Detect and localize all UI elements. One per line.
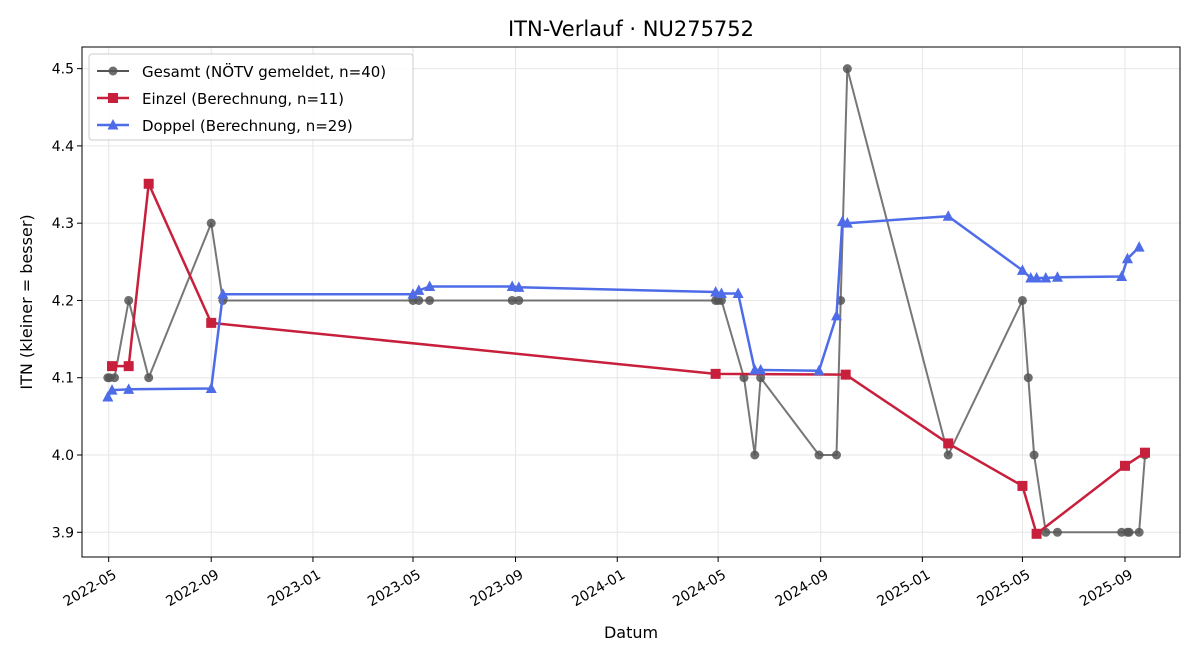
- data-point-einzel: [1017, 480, 1028, 491]
- legend-marker-doppel: [107, 119, 119, 130]
- series-line-doppel: [106, 214, 1140, 398]
- y-axis-ticks: 3.9 4.0 4.1 4.2 4.3 4.4 4.5: [52, 62, 82, 541]
- data-point-gesamt: [425, 295, 435, 305]
- data-point-gesamt: [814, 450, 824, 460]
- x-tick-label: 2024-05: [670, 567, 729, 610]
- data-point-gesamt: [1029, 450, 1039, 460]
- data-point-gesamt: [1134, 527, 1144, 537]
- data-point-doppel: [1051, 271, 1063, 282]
- data-point-gesamt: [1023, 373, 1033, 383]
- x-axis-ticks: 2022-05 2022-09 2023-01 2023-05 2023-09 2024-…: [61, 557, 1136, 610]
- data-point-gesamt: [144, 373, 154, 383]
- grid: [82, 47, 1180, 557]
- data-point-doppel: [1133, 241, 1145, 252]
- data-point-gesamt: [514, 295, 524, 305]
- data-point-doppel: [205, 382, 217, 394]
- series-doppel: [102, 210, 1145, 402]
- legend-marker-einzel: [108, 93, 118, 103]
- series-layer: [102, 64, 1150, 539]
- data-point-gesamt: [842, 64, 852, 74]
- x-tick-label: 2023-09: [468, 567, 527, 610]
- data-point-doppel: [1121, 252, 1133, 264]
- data-point-gesamt: [1017, 295, 1027, 305]
- data-point-einzel: [1119, 460, 1130, 471]
- legend-marker-gesamt: [108, 66, 118, 76]
- y-tick-label: 4.3: [52, 216, 74, 232]
- x-tick-label: 2024-09: [773, 567, 832, 610]
- x-tick-label: 2025-09: [1077, 567, 1136, 610]
- data-point-gesamt: [832, 450, 842, 460]
- x-tick-label: 2025-01: [875, 567, 934, 610]
- data-point-doppel: [831, 309, 843, 321]
- x-tick-label: 2025-05: [975, 567, 1034, 610]
- data-point-einzel: [710, 368, 721, 379]
- y-tick-label: 4.1: [52, 371, 74, 387]
- x-tick-label: 2023-01: [265, 567, 324, 610]
- y-tick-label: 3.9: [52, 525, 74, 541]
- data-point-gesamt: [507, 295, 517, 305]
- data-point-doppel: [106, 384, 118, 395]
- data-point-doppel: [506, 280, 518, 292]
- series-einzel: [107, 178, 1150, 539]
- data-point-doppel: [813, 364, 825, 376]
- data-point-doppel: [755, 364, 767, 375]
- data-point-einzel: [123, 361, 134, 372]
- data-point-doppel: [513, 281, 525, 292]
- data-point-doppel: [413, 284, 425, 295]
- data-point-doppel: [841, 217, 853, 228]
- x-tick-label: 2024-01: [569, 567, 628, 610]
- data-point-gesamt: [756, 373, 766, 383]
- data-point-gesamt: [124, 295, 134, 305]
- data-point-doppel: [217, 288, 229, 299]
- data-point-einzel: [943, 438, 954, 449]
- plot-frame: [81, 46, 1181, 558]
- x-axis-label: Datum: [604, 623, 658, 642]
- data-point-einzel: [1139, 447, 1150, 458]
- data-point-einzel: [107, 361, 118, 372]
- data-point-einzel: [143, 178, 154, 189]
- data-point-doppel: [715, 287, 727, 298]
- data-point-gesamt: [750, 450, 760, 460]
- legend-label-gesamt: Gesamt (NÖTV gemeldet, n=40): [142, 62, 386, 81]
- data-point-doppel: [1116, 270, 1128, 281]
- data-point-doppel: [424, 280, 436, 292]
- data-point-gesamt: [1124, 527, 1134, 537]
- data-point-gesamt: [943, 450, 953, 460]
- data-point-gesamt: [1052, 527, 1062, 537]
- legend-label-einzel: Einzel (Berechnung, n=11): [142, 90, 344, 108]
- x-tick-label: 2022-09: [163, 567, 222, 610]
- y-tick-label: 4.5: [52, 62, 74, 78]
- data-point-einzel: [206, 317, 217, 328]
- x-tick-label: 2023-05: [365, 567, 424, 610]
- chart-title: ITN-Verlauf · NU275752: [508, 17, 754, 41]
- data-point-doppel: [1031, 272, 1043, 283]
- data-point-doppel: [102, 391, 114, 402]
- data-point-gesamt: [206, 218, 216, 228]
- y-tick-label: 4.4: [52, 139, 74, 155]
- data-point-doppel: [407, 288, 419, 299]
- series-gesamt: [103, 64, 1150, 537]
- data-point-gesamt: [716, 295, 726, 305]
- data-point-doppel: [123, 383, 135, 394]
- legend-label-doppel: Doppel (Berechnung, n=29): [142, 117, 353, 135]
- x-tick-label: 2022-05: [61, 567, 120, 610]
- data-point-doppel: [1016, 264, 1028, 275]
- data-point-gesamt: [110, 373, 120, 383]
- data-point-gesamt: [739, 373, 749, 383]
- y-axis-label: ITN (kleiner = besser): [17, 214, 36, 389]
- data-point-doppel: [942, 210, 954, 221]
- legend-items: Gesamt (NÖTV gemeldet, n=40) Einzel (Bere…: [97, 62, 386, 135]
- data-point-einzel: [840, 369, 851, 380]
- series-line-einzel: [112, 182, 1146, 536]
- legend-box: [88, 53, 414, 141]
- y-tick-label: 4.2: [52, 293, 74, 309]
- data-point-doppel: [1040, 272, 1052, 283]
- data-point-einzel: [1031, 528, 1042, 539]
- y-tick-label: 4.0: [52, 448, 74, 464]
- legend: Gesamt (NÖTV gemeldet, n=40) Einzel (Bere…: [88, 53, 414, 141]
- data-point-doppel: [732, 287, 744, 298]
